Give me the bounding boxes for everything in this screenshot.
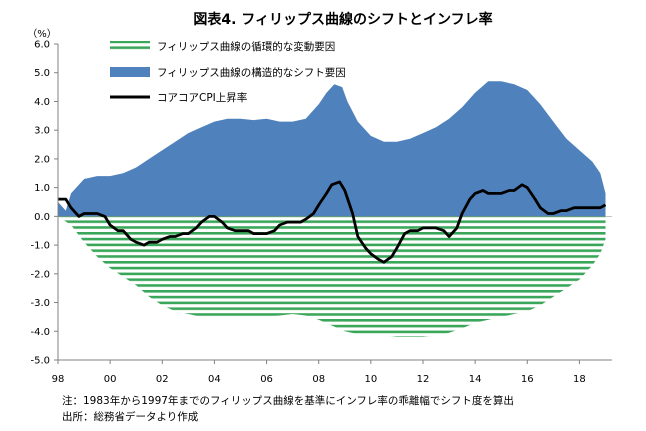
x-tick-label: 00 [104,374,117,385]
legend-label-core-cpi: コアコアCPI上昇率 [157,91,247,104]
legend: フィリップス曲線の循環的な変動要因 フィリップス曲線の構造的なシフト要因 コアコ… [110,40,346,104]
y-tick-label: 6.0 [34,40,50,51]
x-tick-label: 16 [521,374,534,385]
x-tick-label: 10 [364,374,377,385]
legend-label-structural: フィリップス曲線の構造的なシフト要因 [157,66,346,79]
y-tick-label: 3.0 [34,126,50,137]
x-tick-label: 98 [52,374,65,385]
y-tick-label: -5.0 [30,356,50,367]
y-tick-label: 0.0 [34,212,50,223]
y-tick-label: 1.0 [34,183,50,194]
y-axis-ticks: 6.0 5.0 4.0 3.0 2.0 1.0 0.0 -1.0 -2.0 -3.0 -4.0 -5.… [30,40,58,367]
y-axis-unit-label: （%） [27,28,57,40]
note-text: 注：1983年から1997年までのフィリップス曲線を基準にインフレ率の乖離幅でシ… [62,394,514,407]
y-tick-label: -3.0 [30,298,50,309]
legend-swatch-cyclical [110,41,150,51]
x-tick-label: 06 [260,374,273,385]
legend-label-cyclical: フィリップス曲線の循環的な変動要因 [157,40,335,53]
plot-area [58,81,612,337]
x-tick-label: 18 [573,374,586,385]
y-tick-label: 5.0 [34,68,50,79]
chart-title: 図表4. フィリップス曲線のシフトとインフレ率 [193,11,492,28]
x-axis-ticks: 98 00 02 04 06 08 10 12 14 16 18 [52,360,586,385]
series-structural-area [58,81,606,217]
x-tick-label: 12 [417,374,430,385]
y-tick-label: 2.0 [34,154,50,165]
x-tick-label: 02 [156,374,169,385]
y-tick-label: -4.0 [30,327,50,338]
source-text: 出所：総務省データより作成 [62,410,199,423]
x-tick-label: 08 [312,374,325,385]
x-tick-label: 14 [469,374,482,385]
x-tick-label: 04 [208,374,221,385]
y-tick-label: 4.0 [34,97,50,108]
y-tick-label: -2.0 [30,269,50,280]
legend-swatch-structural [110,67,150,77]
series-cyclical-area [58,216,606,337]
y-tick-label: -1.0 [30,241,50,252]
series-core-cpi-line [58,180,607,264]
